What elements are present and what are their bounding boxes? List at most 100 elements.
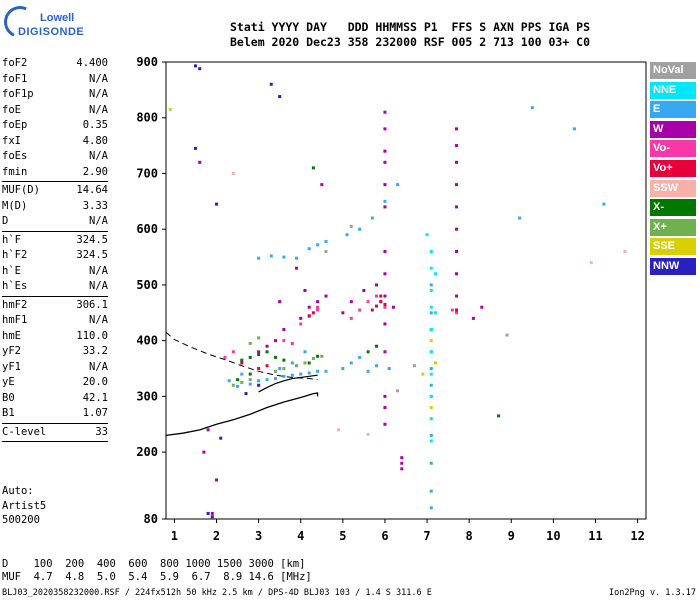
ox-trace-dashed [165, 331, 318, 381]
echo-point [362, 289, 366, 292]
echo-point [383, 110, 387, 114]
echo-point [282, 367, 286, 371]
legend-entry: NNW [650, 257, 696, 275]
legend-entry: E [650, 101, 696, 119]
echo-point [589, 261, 593, 265]
echo-point [450, 308, 454, 312]
echo-point [383, 394, 387, 398]
x-tick-label: 5 [339, 529, 346, 543]
echo-point [383, 149, 387, 153]
param-value: N/A [89, 360, 108, 373]
echo-point [370, 308, 374, 312]
legend-entry: NoVal [650, 62, 696, 79]
param-value: N/A [89, 280, 108, 292]
echo-point [429, 339, 433, 343]
echo-point [341, 367, 345, 371]
echo-point [505, 333, 509, 337]
echo-point [337, 428, 341, 432]
param-name: B0 [2, 391, 15, 404]
legend-entry: NNE [650, 81, 696, 99]
echo-point [324, 249, 328, 253]
echo-point [349, 224, 353, 228]
y-tick-label: 400 [136, 334, 158, 348]
echo-point [421, 372, 425, 376]
x-tick-label: 11 [588, 529, 602, 543]
echo-point [429, 383, 433, 387]
param-row: hmF2 306.1 [2, 298, 108, 314]
echo-point [455, 311, 459, 315]
echo-point [278, 95, 282, 99]
echo-point [307, 305, 311, 309]
echo-point [345, 233, 349, 237]
echo-point [269, 254, 273, 258]
echo-point [303, 361, 307, 365]
echo-point [257, 350, 261, 354]
echo-point [265, 364, 269, 368]
echo-point [400, 456, 404, 460]
echo-point [366, 350, 370, 354]
echo-point [497, 414, 501, 418]
param-value: N/A [89, 72, 108, 85]
legend-entry: SSE [650, 238, 696, 256]
echo-point [433, 361, 437, 365]
echo-point [316, 369, 320, 373]
echo-point [429, 283, 433, 287]
echo-point [324, 369, 328, 373]
param-name: hmF1 [2, 314, 28, 326]
echo-point [290, 373, 294, 377]
echo-point [236, 378, 240, 382]
header-labels: Stati YYYY DAY DDD HHMMSS P1 FFS S AXN P… [230, 20, 591, 34]
echo-point [349, 316, 353, 320]
param-value: 4.400 [76, 57, 108, 69]
param-value: 3.33 [82, 199, 108, 212]
echo-point [311, 311, 315, 315]
echo-point [383, 305, 387, 309]
echo-point [282, 255, 286, 259]
param-row: h`Es N/A [2, 279, 108, 295]
polarization-legend: NoVal NNE E W Vo- Vo+ SSW X- X+ SSE NNW [650, 62, 696, 278]
echo-point [429, 394, 433, 398]
param-row: MUF(D) 14.64 [2, 183, 108, 199]
echo-point [375, 344, 379, 348]
echo-point [602, 202, 606, 206]
echo-point [383, 294, 387, 298]
legend-entry: W [650, 120, 696, 138]
echo-point [248, 382, 252, 386]
param-name: h`E [2, 264, 21, 277]
echo-point [290, 361, 294, 365]
legend-entry: Vo+ [650, 159, 696, 177]
auto-artist: Artist5 [2, 499, 47, 512]
y-tick-label: 900 [136, 55, 158, 69]
param-value: N/A [89, 314, 108, 326]
parameter-panel: foF2 4.400 foF1 N/A foF1p N/A foE N/A foEp 0.35 fx… [2, 56, 108, 443]
param-row: fxI 4.80 [2, 134, 108, 150]
param-name: foEp [2, 119, 28, 131]
echo-point [366, 432, 370, 436]
header-values: Belem 2020 Dec23 358 232000 RSF 005 2 71… [230, 35, 591, 49]
y-tick-label: 800 [136, 111, 158, 125]
digisonde-logo: Lowell DIGISONDE [0, 1, 92, 48]
echo-point [480, 305, 484, 309]
echo-point [290, 341, 294, 345]
legend-entry: SSW [650, 179, 696, 197]
param-name: yE [2, 376, 15, 388]
echo-point [429, 489, 433, 493]
x-tick-label: 12 [630, 529, 644, 543]
echo-point [375, 283, 379, 287]
echo-point [412, 364, 416, 368]
param-row: foE N/A [2, 103, 108, 119]
y-tick-label: 700 [136, 166, 158, 180]
echo-point [273, 377, 277, 381]
echo-point [316, 305, 320, 309]
echo-point [265, 344, 269, 348]
param-row: fmin 2.90 [2, 165, 108, 181]
param-row: foEp 0.35 [2, 118, 108, 134]
echo-point [455, 272, 459, 276]
echo-point [316, 243, 320, 247]
echo-point [316, 300, 320, 304]
echo-point [455, 294, 459, 298]
param-value: 42.1 [82, 391, 108, 404]
param-name: MUF(D) [2, 184, 40, 196]
x-tick-label: 7 [423, 529, 430, 543]
param-value: N/A [89, 150, 108, 162]
